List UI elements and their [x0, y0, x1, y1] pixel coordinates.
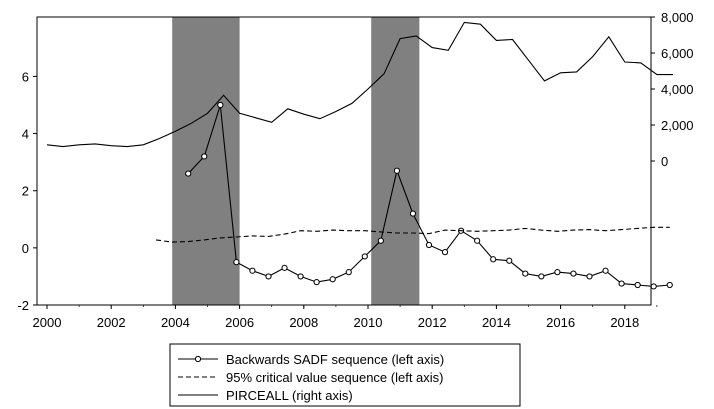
series-0-point-25 — [586, 273, 593, 280]
right-tick-label-0: 0 — [661, 154, 668, 169]
series-0-point-7 — [297, 273, 304, 280]
series-0-point-29 — [650, 283, 657, 290]
series-0-point-5 — [265, 273, 272, 280]
series-0-point-24 — [570, 270, 577, 277]
series-line-1 — [156, 226, 670, 243]
x-tick-label-2018: 2018 — [610, 315, 639, 330]
left-tick-label-3: 4 — [22, 127, 29, 142]
series-0-point-16 — [441, 249, 449, 256]
series-0-point-18 — [474, 237, 481, 244]
right-tick-label-2: 4,000 — [661, 82, 694, 97]
left-tick-label-0: -2 — [17, 298, 29, 313]
left-tick-label-2: 2 — [22, 184, 29, 199]
series-0-point-15 — [425, 241, 433, 249]
series-0-point-22 — [538, 273, 545, 280]
series-0-point-9 — [329, 276, 336, 283]
right-tick-label-1: 2,000 — [661, 118, 694, 133]
series-0-point-2 — [217, 101, 224, 109]
series-line-2 — [46, 21, 673, 148]
right-tick-label-3: 6,000 — [661, 46, 694, 61]
x-tick-label-2012: 2012 — [418, 315, 447, 330]
series-0-point-12 — [377, 237, 384, 244]
x-tick-label-2002: 2002 — [97, 315, 126, 330]
series-0-point-11 — [361, 253, 368, 260]
series-0-point-1 — [201, 153, 208, 160]
legend-label-0: Backwards SADF sequence (left axis) — [226, 352, 444, 367]
series-0-point-0 — [185, 170, 192, 177]
series-0-point-23 — [554, 269, 561, 276]
x-tick-label-2006: 2006 — [225, 315, 254, 330]
x-tick-label-2000: 2000 — [33, 315, 62, 330]
x-tick-label-2008: 2008 — [289, 315, 318, 330]
series-0-point-3 — [233, 259, 240, 266]
series-0-point-30 — [666, 281, 673, 289]
legend-label-2: PIRCEALL (right axis) — [226, 388, 353, 403]
series-0-point-10 — [345, 269, 352, 276]
series-line-0 — [187, 104, 670, 287]
legend-marker-0 — [194, 355, 202, 363]
series-0-point-27 — [618, 280, 625, 287]
series-0-point-14 — [409, 210, 417, 217]
series-0-point-21 — [522, 270, 529, 277]
series-0-point-13 — [393, 167, 400, 174]
series-0-point-20 — [506, 257, 513, 264]
left-tick-label-4: 6 — [22, 69, 29, 84]
series-0-point-8 — [313, 279, 320, 286]
x-tick-label-2010: 2010 — [354, 315, 383, 330]
shaded-period-0 — [172, 17, 240, 305]
legend-box — [169, 343, 521, 407]
plot-frame — [36, 16, 652, 306]
series-0-point-26 — [602, 267, 609, 274]
x-tick-label-2014: 2014 — [482, 315, 511, 330]
series-0-point-4 — [249, 267, 256, 274]
series-0-point-6 — [281, 264, 288, 271]
x-tick-label-2004: 2004 — [161, 315, 190, 330]
left-tick-label-1: 0 — [22, 241, 29, 256]
right-tick-label-4: 8,000 — [661, 10, 694, 25]
series-0-point-19 — [490, 256, 497, 263]
legend-label-1: 95% critical value sequence (left axis) — [226, 370, 444, 385]
series-0-point-28 — [634, 281, 641, 289]
shaded-period-1 — [371, 17, 420, 305]
x-tick-label-2016: 2016 — [546, 315, 575, 330]
